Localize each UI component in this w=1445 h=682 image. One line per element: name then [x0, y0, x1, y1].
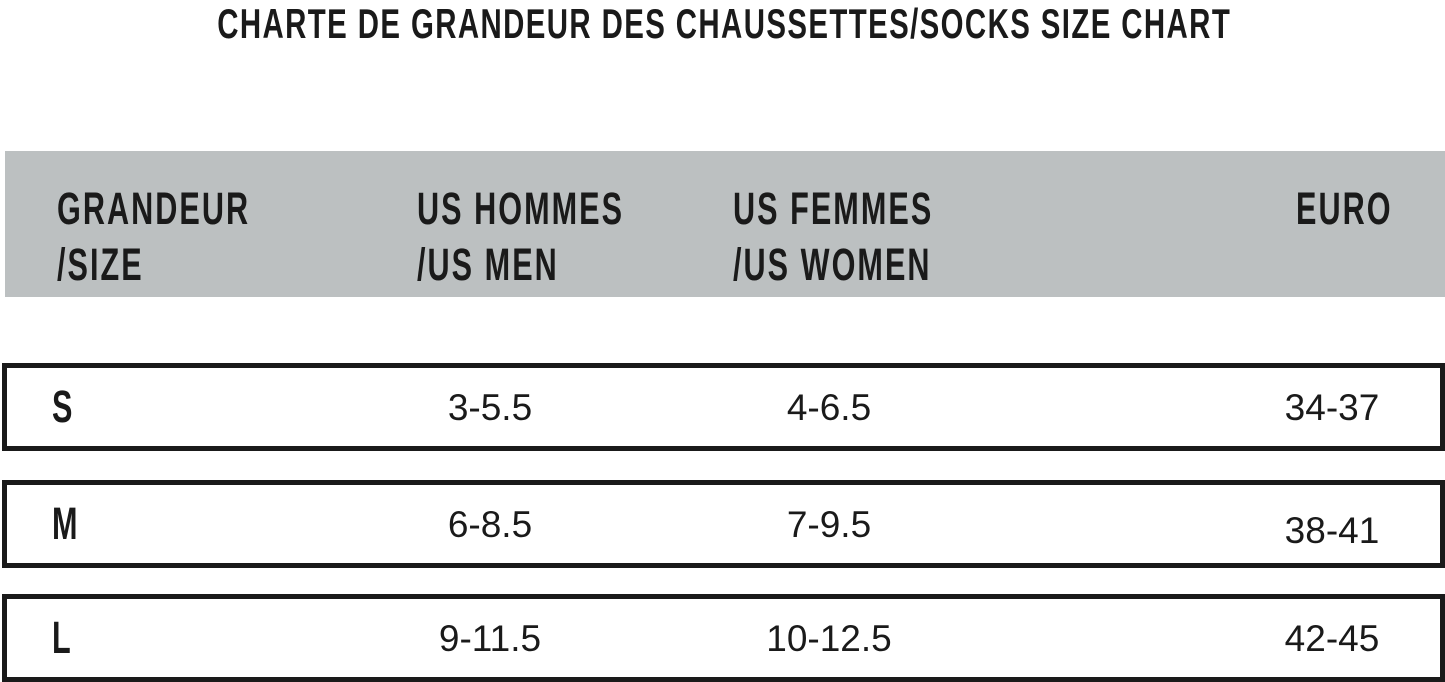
us-women-cell: 7-9.5: [786, 504, 872, 545]
size-cell: M: [52, 498, 78, 549]
title-text: CHARTE DE GRANDEUR DES CHAUSSETTES/SOCKS…: [217, 0, 1232, 47]
size-cell: L: [52, 612, 71, 663]
header-us-women: US FEMMES /US WOMEN: [733, 181, 1028, 293]
us-women-cell: 4-6.5: [786, 387, 872, 428]
page-title: CHARTE DE GRANDEUR DES CHAUSSETTES/SOCKS…: [0, 0, 1445, 48]
table-row: S 3-5.5 4-6.5 34-37: [2, 363, 1445, 451]
header-size: GRANDEUR /SIZE: [57, 181, 341, 293]
size-cell: S: [52, 381, 73, 432]
header-line: US HOMMES: [417, 183, 625, 234]
us-men-cell: 3-5.5: [447, 387, 533, 428]
header-line: /US WOMEN: [733, 239, 932, 290]
table-header: GRANDEUR /SIZE US HOMMES /US MEN US FEMM…: [5, 151, 1445, 297]
euro-cell: 42-45: [1284, 618, 1380, 659]
header-line: EURO: [1296, 183, 1393, 234]
us-men-cell: 9-11.5: [438, 618, 542, 659]
header-us-men: US HOMMES /US MEN: [417, 181, 722, 293]
header-line: /SIZE: [57, 239, 144, 290]
table-row: M 6-8.5 7-9.5 38-41: [2, 480, 1445, 568]
header-line: US FEMMES: [733, 183, 934, 234]
us-men-cell: 6-8.5: [447, 504, 533, 545]
euro-cell: 34-37: [1284, 387, 1380, 428]
us-women-cell: 10-12.5: [766, 618, 892, 659]
header-line: GRANDEUR: [57, 183, 251, 234]
header-line: /US MEN: [417, 239, 559, 290]
table-row: L 9-11.5 10-12.5 42-45: [2, 594, 1445, 682]
header-euro: EURO: [1296, 181, 1438, 237]
euro-cell: 38-41: [1284, 510, 1380, 551]
